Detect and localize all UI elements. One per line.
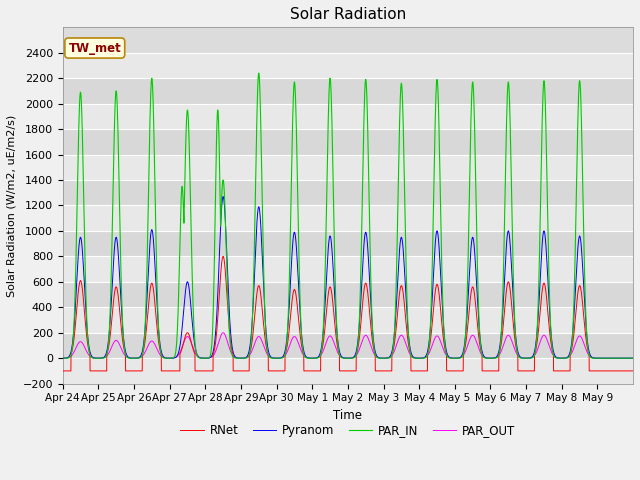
PAR_OUT <box>594 355 602 361</box>
PAR_OUT <box>532 349 540 355</box>
Pyranom <box>177 336 185 342</box>
Bar <box>63 155 633 180</box>
Pyranom <box>505 228 513 234</box>
Bar <box>63 358 633 384</box>
Pyranom <box>547 333 555 338</box>
RNet <box>629 368 637 374</box>
PAR_OUT <box>369 349 377 355</box>
PAR_IN <box>59 355 67 361</box>
Bar <box>63 333 633 358</box>
Line: RNet: RNet <box>63 256 633 371</box>
RNet <box>219 253 227 259</box>
PAR_IN <box>255 70 262 76</box>
Bar <box>63 104 633 129</box>
Title: Solar Radiation: Solar Radiation <box>290 7 406 22</box>
Line: Pyranom: Pyranom <box>63 197 633 358</box>
Legend: RNet, Pyranom, PAR_IN, PAR_OUT: RNet, Pyranom, PAR_IN, PAR_OUT <box>175 420 520 442</box>
Pyranom <box>629 355 637 361</box>
PAR_OUT <box>505 333 513 338</box>
Bar <box>63 231 633 256</box>
Bar <box>63 53 633 78</box>
PAR_IN <box>547 334 555 340</box>
Pyranom <box>400 255 408 261</box>
Bar <box>63 180 633 205</box>
Line: PAR_OUT: PAR_OUT <box>63 333 633 358</box>
Y-axis label: Solar Radiation (W/m2, uE/m2/s): Solar Radiation (W/m2, uE/m2/s) <box>7 114 17 297</box>
RNet <box>532 343 540 349</box>
Pyranom <box>369 335 377 341</box>
PAR_IN <box>594 355 602 361</box>
Bar <box>63 256 633 282</box>
PAR_IN <box>629 355 637 361</box>
PAR_IN <box>177 202 185 207</box>
Text: TW_met: TW_met <box>68 42 121 55</box>
PAR_OUT <box>219 330 227 336</box>
RNet <box>177 349 185 355</box>
RNet <box>547 342 555 348</box>
Pyranom <box>594 355 602 361</box>
Bar <box>63 205 633 231</box>
RNet <box>400 295 408 301</box>
Pyranom <box>59 355 67 361</box>
Bar <box>63 78 633 104</box>
RNet <box>59 368 67 374</box>
Pyranom <box>219 194 227 200</box>
PAR_IN <box>532 337 540 343</box>
RNet <box>369 343 377 349</box>
PAR_OUT <box>629 355 637 361</box>
PAR_OUT <box>177 347 185 353</box>
PAR_OUT <box>59 355 67 361</box>
Bar <box>63 129 633 155</box>
PAR_OUT <box>547 348 555 354</box>
Line: PAR_IN: PAR_IN <box>63 73 633 358</box>
Bar <box>63 282 633 307</box>
PAR_IN <box>369 337 377 343</box>
Bar <box>63 307 633 333</box>
RNet <box>505 279 513 285</box>
PAR_IN <box>400 149 408 155</box>
PAR_IN <box>505 80 513 85</box>
X-axis label: Time: Time <box>333 409 362 422</box>
PAR_OUT <box>400 336 408 341</box>
Pyranom <box>532 335 540 341</box>
